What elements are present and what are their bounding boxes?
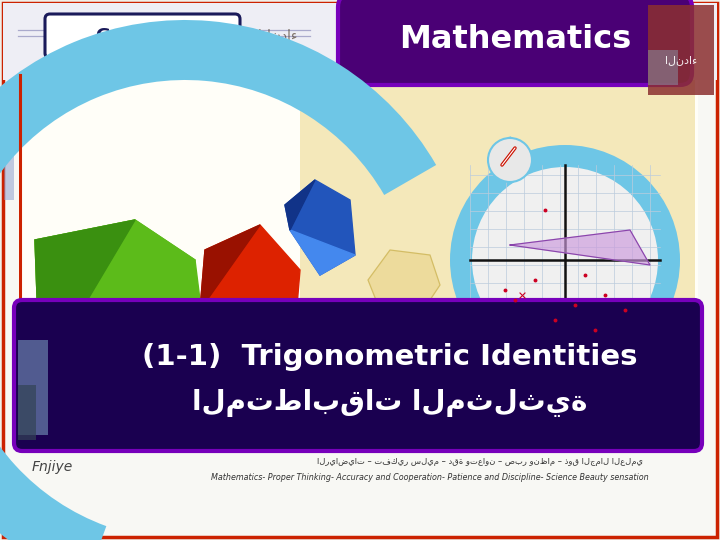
Text: Mathematics: Mathematics: [399, 24, 631, 56]
FancyBboxPatch shape: [468, 240, 528, 440]
Text: (1-1)  Trigonometric Identities: (1-1) Trigonometric Identities: [143, 343, 638, 371]
FancyBboxPatch shape: [648, 5, 714, 95]
Polygon shape: [40, 340, 205, 400]
Polygon shape: [35, 220, 135, 380]
Text: النداء: النداء: [665, 55, 697, 65]
FancyBboxPatch shape: [18, 80, 698, 440]
Wedge shape: [0, 20, 436, 540]
Polygon shape: [290, 230, 355, 275]
Polygon shape: [368, 250, 440, 315]
Circle shape: [488, 138, 532, 182]
Text: Grade 12: Grade 12: [96, 27, 188, 45]
Polygon shape: [510, 230, 650, 265]
Text: الرياضيات – تفكير سليم – دقة وتعاون – صبر ونظام – ذوق الجمال العلمي: الرياضيات – تفكير سليم – دقة وتعاون – صب…: [317, 457, 643, 467]
Polygon shape: [285, 180, 355, 275]
FancyBboxPatch shape: [18, 340, 48, 435]
Wedge shape: [468, 210, 528, 270]
Polygon shape: [385, 308, 465, 375]
Text: المتطابقات المثلثية: المتطابقات المثلثية: [192, 389, 588, 417]
FancyBboxPatch shape: [648, 50, 678, 85]
FancyBboxPatch shape: [18, 385, 36, 440]
Circle shape: [450, 145, 680, 375]
FancyBboxPatch shape: [14, 300, 702, 451]
FancyBboxPatch shape: [3, 3, 717, 537]
Text: النداء: النداء: [258, 29, 298, 43]
FancyBboxPatch shape: [4, 85, 18, 150]
Polygon shape: [285, 180, 315, 230]
FancyBboxPatch shape: [3, 3, 717, 80]
FancyBboxPatch shape: [300, 80, 695, 440]
Polygon shape: [35, 220, 205, 400]
FancyBboxPatch shape: [45, 14, 240, 58]
Polygon shape: [200, 225, 300, 360]
Text: Mathematics- Proper Thinking- Accuracy and Cooperation- Patience and Discipline-: Mathematics- Proper Thinking- Accuracy a…: [211, 474, 649, 483]
Polygon shape: [35, 220, 195, 400]
Text: Fnjiye: Fnjiye: [32, 460, 73, 474]
FancyBboxPatch shape: [338, 0, 692, 85]
Circle shape: [472, 167, 658, 353]
FancyBboxPatch shape: [4, 155, 14, 200]
Polygon shape: [200, 225, 260, 310]
Polygon shape: [200, 310, 295, 360]
